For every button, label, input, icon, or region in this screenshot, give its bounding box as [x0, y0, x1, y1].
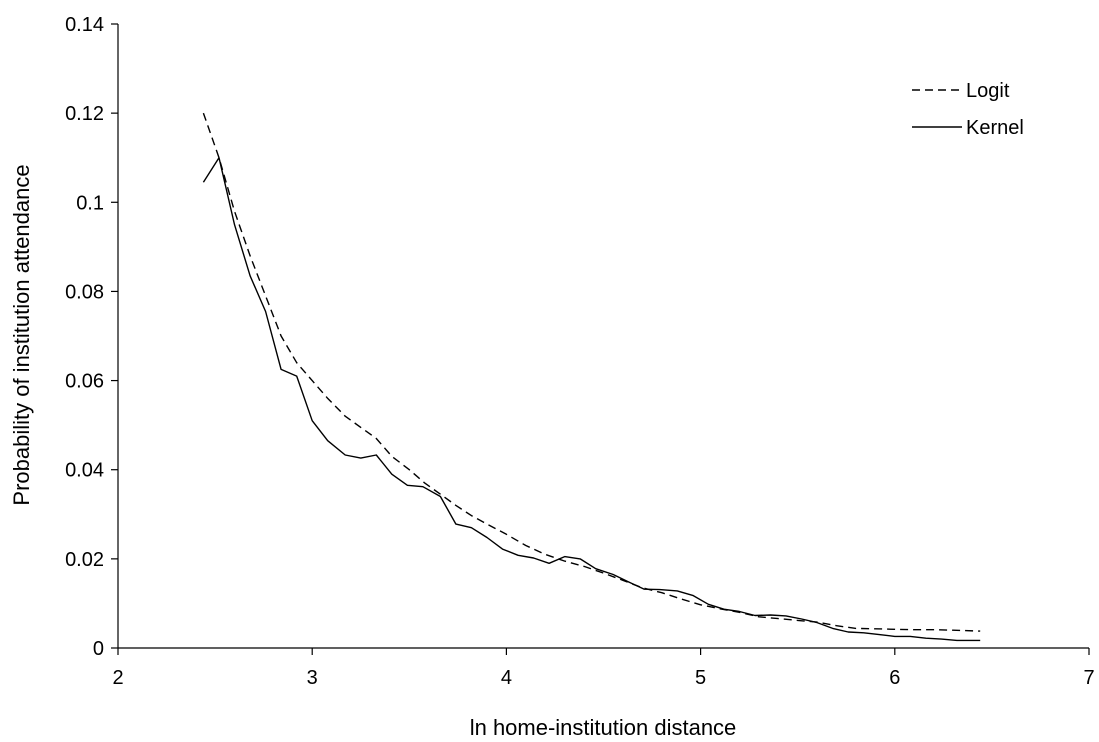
x-tick-label: 3 — [307, 667, 318, 689]
x-axis-title: ln home-institution distance — [470, 715, 737, 740]
chart-legend: Logit Kernel — [912, 80, 1024, 139]
y-tick-label: 0.08 — [65, 281, 104, 303]
y-tick-label: 0.06 — [65, 371, 104, 393]
x-tick-label: 7 — [1083, 667, 1094, 689]
chart-axes — [117, 24, 1089, 649]
chart-series — [202, 112, 981, 642]
x-tick-label: 5 — [695, 667, 706, 689]
y-tick-label: 0.02 — [65, 549, 104, 571]
y-tick-label: 0.12 — [65, 103, 104, 125]
logit-series-line — [202, 112, 981, 632]
x-tick-label: 6 — [889, 667, 900, 689]
kernel-series-line — [202, 156, 981, 642]
y-tick-label: 0.14 — [65, 14, 104, 36]
y-tick-label: 0 — [93, 638, 104, 660]
y-tick-label: 0.1 — [76, 192, 104, 214]
y-tick-label: 0.04 — [65, 460, 104, 482]
x-tick-label: 4 — [501, 667, 512, 689]
legend-label-kernel: Kernel — [966, 117, 1024, 139]
y-axis-title: Probability of institution attendance — [9, 164, 34, 505]
chart-ticks: 2 3 4 5 6 7 0 0.02 0.04 0.06 0.08 0.1 0.12 0.14 — [65, 14, 1095, 689]
legend-label-logit: Logit — [966, 80, 1010, 102]
x-tick-label: 2 — [112, 667, 123, 689]
